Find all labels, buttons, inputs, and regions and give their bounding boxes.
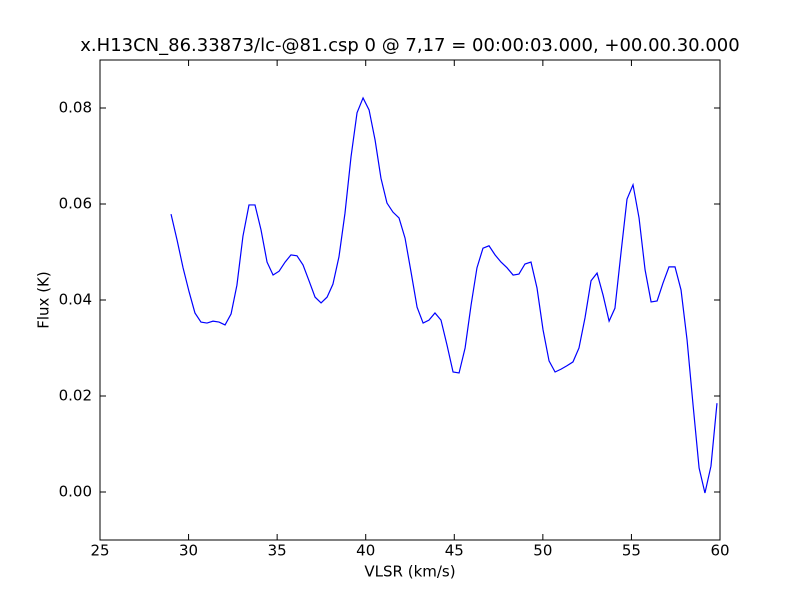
data-line	[170, 96, 718, 494]
x-tick-label: 45	[445, 542, 464, 560]
y-tick-label: 0.04	[59, 291, 92, 309]
y-axis-label: Flux (K)	[35, 271, 53, 329]
x-axis-label: VLSR (km/s)	[364, 563, 455, 581]
x-tick-label: 25	[90, 542, 109, 560]
x-tick-label: 60	[710, 542, 729, 560]
y-tick-label: 0.06	[59, 195, 92, 213]
y-tick-label: 0.08	[59, 99, 92, 117]
x-tick-label: 40	[356, 542, 375, 560]
x-tick-label: 30	[179, 542, 198, 560]
x-tick-label: 50	[533, 542, 552, 560]
y-tick-label: 0.00	[59, 483, 92, 501]
x-tick-label: 55	[622, 542, 641, 560]
y-tick-label: 0.02	[59, 387, 92, 405]
x-tick-label: 35	[268, 542, 287, 560]
chart-title: x.H13CN_86.33873/lc-@81.csp 0 @ 7,17 = 0…	[80, 35, 739, 56]
plot-frame	[99, 59, 721, 541]
